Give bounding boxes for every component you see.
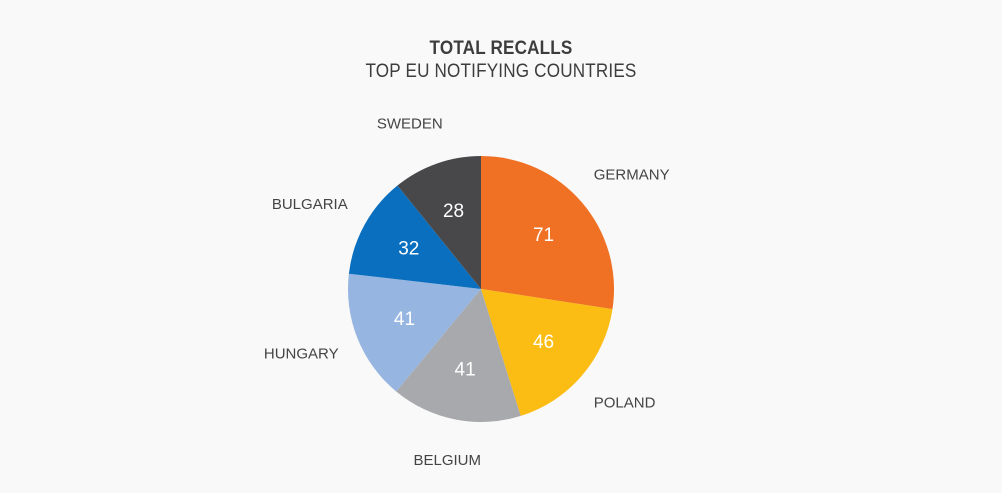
- category-label-sweden: SWEDEN: [377, 115, 443, 132]
- pie-slices: [348, 156, 615, 423]
- category-label-belgium: BELGIUM: [413, 452, 481, 469]
- value-label-hungary: 41: [394, 309, 415, 330]
- pie-slice-bulgaria: [348, 185, 481, 289]
- pie-slice-hungary: [348, 273, 481, 392]
- value-label-sweden: 28: [443, 201, 464, 222]
- value-label-poland: 46: [533, 332, 554, 353]
- category-label-hungary: HUNGARY: [264, 346, 339, 363]
- value-label-germany: 71: [533, 225, 554, 246]
- pie-slice-poland: [481, 289, 613, 416]
- pie-slice-belgium: [396, 289, 521, 423]
- category-label-bulgaria: BULGARIA: [272, 196, 348, 213]
- chart-title: TOTAL RECALLS: [429, 38, 573, 59]
- category-label-poland: POLAND: [594, 395, 656, 412]
- pie-slice-germany: [481, 156, 615, 310]
- pie-labels: 71 GERMANY 46 POLAND 41 BELGIUM 41 HUNGARY 32 BUL…: [264, 115, 670, 469]
- pie-slice-sweden: [397, 156, 481, 289]
- value-label-belgium: 41: [455, 359, 476, 380]
- value-label-bulgaria: 32: [398, 239, 419, 260]
- category-label-germany: GERMANY: [594, 166, 670, 183]
- chart-subtitle: TOP EU NOTIFYING COUNTRIES: [365, 61, 637, 82]
